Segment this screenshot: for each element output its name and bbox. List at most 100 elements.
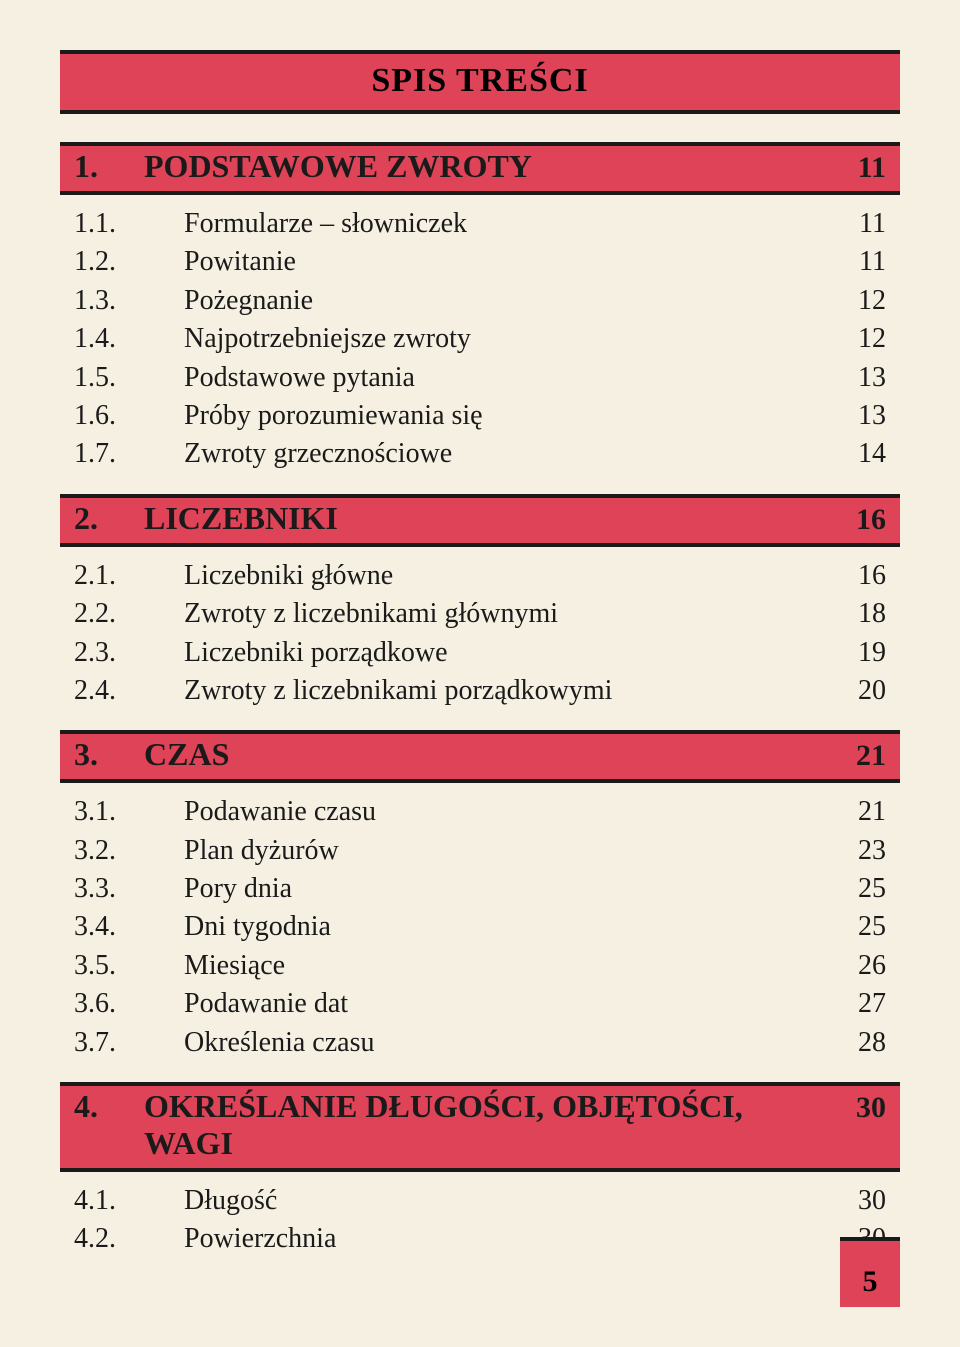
entry-title: Zwroty grzecznościowe	[184, 436, 826, 472]
entry-title: Zwroty z liczebnikami głównymi	[184, 596, 826, 632]
page-title: SPIS TREŚCI	[60, 62, 900, 100]
entry-number: 1.7.	[74, 436, 184, 472]
entry-page: 20	[826, 673, 886, 709]
entry-number: 3.1.	[74, 794, 184, 830]
section-bar: 1.PODSTAWOWE ZWROTY11	[60, 142, 900, 195]
entry-page: 27	[826, 986, 886, 1022]
entry-number: 1.1.	[74, 206, 184, 242]
entry-page: 23	[826, 833, 886, 869]
entry-number: 1.4.	[74, 321, 184, 357]
toc-entry: 1.6.Próby porozumiewania się13	[74, 397, 886, 435]
toc-entry: 4.2.Powierzchnia30	[74, 1220, 886, 1258]
section-page: 16	[826, 503, 886, 537]
section-page: 30	[826, 1091, 886, 1125]
toc-entry: 1.5.Podstawowe pytania13	[74, 359, 886, 397]
entry-title: Pory dnia	[184, 871, 826, 907]
section-bar: 2.LICZEBNIKI16	[60, 494, 900, 547]
toc-entry: 3.1.Podawanie czasu21	[74, 793, 886, 831]
toc-entry: 3.5.Miesiące26	[74, 947, 886, 985]
section-number: 3.	[74, 736, 144, 773]
entry-title: Zwroty z liczebnikami porządkowymi	[184, 673, 826, 709]
entry-number: 1.2.	[74, 244, 184, 280]
toc-entry: 1.3.Pożegnanie12	[74, 282, 886, 320]
entry-number: 3.4.	[74, 909, 184, 945]
entry-page: 12	[826, 321, 886, 357]
toc-entry: 2.3.Liczebniki porządkowe19	[74, 634, 886, 672]
toc-entry: 2.2.Zwroty z liczebnikami głównymi18	[74, 595, 886, 633]
entry-title: Długość	[184, 1183, 826, 1219]
section-number: 4.	[74, 1088, 144, 1125]
toc-entry: 3.3.Pory dnia25	[74, 870, 886, 908]
entry-page: 18	[826, 596, 886, 632]
entry-title: Formularze – słowniczek	[184, 206, 826, 242]
entry-page: 16	[826, 558, 886, 594]
entry-number: 3.7.	[74, 1025, 184, 1061]
section-title: CZAS	[144, 736, 826, 773]
section-number: 2.	[74, 500, 144, 537]
entry-title: Liczebniki porządkowe	[184, 635, 826, 671]
toc-entry: 3.6.Podawanie dat27	[74, 985, 886, 1023]
title-bar: SPIS TREŚCI	[60, 50, 900, 114]
entry-title: Liczebniki główne	[184, 558, 826, 594]
toc-entry: 1.4.Najpotrzebniejsze zwroty12	[74, 320, 886, 358]
toc-entry: 4.1.Długość30	[74, 1182, 886, 1220]
toc-entry: 2.1.Liczebniki główne16	[74, 557, 886, 595]
toc-entry: 3.2.Plan dyżurów23	[74, 832, 886, 870]
entry-title: Dni tygodnia	[184, 909, 826, 945]
toc-entry: 1.7.Zwroty grzecznościowe14	[74, 435, 886, 473]
entry-page: 21	[826, 794, 886, 830]
entry-title: Próby porozumiewania się	[184, 398, 826, 434]
section-entries: 4.1.Długość304.2.Powierzchnia30	[60, 1182, 900, 1265]
section-bar: 3.CZAS21	[60, 730, 900, 783]
entry-number: 1.6.	[74, 398, 184, 434]
section-title: OKREŚLANIE DŁUGOŚCI, OBJĘTOŚCI, WAGI	[144, 1088, 826, 1162]
section-page: 21	[826, 739, 886, 773]
entry-number: 2.4.	[74, 673, 184, 709]
entry-page: 11	[826, 206, 886, 242]
entry-title: Podawanie dat	[184, 986, 826, 1022]
entry-page: 19	[826, 635, 886, 671]
section-bar: 4.OKREŚLANIE DŁUGOŚCI, OBJĘTOŚCI, WAGI30	[60, 1082, 900, 1172]
entry-number: 4.1.	[74, 1183, 184, 1219]
toc-body: 1.PODSTAWOWE ZWROTY111.1.Formularze – sł…	[60, 142, 900, 1265]
entry-number: 3.2.	[74, 833, 184, 869]
entry-page: 11	[826, 244, 886, 280]
entry-page: 26	[826, 948, 886, 984]
entry-page: 12	[826, 283, 886, 319]
entry-title: Powierzchnia	[184, 1221, 826, 1257]
entry-title: Miesiące	[184, 948, 826, 984]
entry-title: Podawanie czasu	[184, 794, 826, 830]
section-title: PODSTAWOWE ZWROTY	[144, 148, 826, 185]
entry-number: 1.3.	[74, 283, 184, 319]
entry-number: 3.6.	[74, 986, 184, 1022]
entry-title: Powitanie	[184, 244, 826, 280]
section-entries: 1.1.Formularze – słowniczek111.2.Powitan…	[60, 205, 900, 480]
toc-entry: 3.4.Dni tygodnia25	[74, 908, 886, 946]
toc-entry: 1.1.Formularze – słowniczek11	[74, 205, 886, 243]
entry-number: 2.1.	[74, 558, 184, 594]
page-number: 5	[863, 1265, 878, 1299]
entry-title: Plan dyżurów	[184, 833, 826, 869]
entry-page: 14	[826, 436, 886, 472]
section-entries: 2.1.Liczebniki główne162.2.Zwroty z licz…	[60, 557, 900, 717]
toc-entry: 1.2.Powitanie11	[74, 243, 886, 281]
entry-number: 2.3.	[74, 635, 184, 671]
toc-entry: 3.7.Określenia czasu28	[74, 1024, 886, 1062]
section-page: 11	[826, 151, 886, 185]
entry-page: 13	[826, 398, 886, 434]
entry-number: 3.5.	[74, 948, 184, 984]
entry-page: 25	[826, 909, 886, 945]
entry-page: 13	[826, 360, 886, 396]
entry-page: 30	[826, 1183, 886, 1219]
section-title: LICZEBNIKI	[144, 500, 826, 537]
page-number-box: 5	[840, 1237, 900, 1307]
entry-page: 25	[826, 871, 886, 907]
entry-number: 4.2.	[74, 1221, 184, 1257]
entry-number: 1.5.	[74, 360, 184, 396]
toc-entry: 2.4.Zwroty z liczebnikami porządkowymi20	[74, 672, 886, 710]
entry-title: Pożegnanie	[184, 283, 826, 319]
entry-title: Najpotrzebniejsze zwroty	[184, 321, 826, 357]
entry-title: Podstawowe pytania	[184, 360, 826, 396]
page: SPIS TREŚCI 1.PODSTAWOWE ZWROTY111.1.For…	[0, 0, 960, 1347]
section-number: 1.	[74, 148, 144, 185]
